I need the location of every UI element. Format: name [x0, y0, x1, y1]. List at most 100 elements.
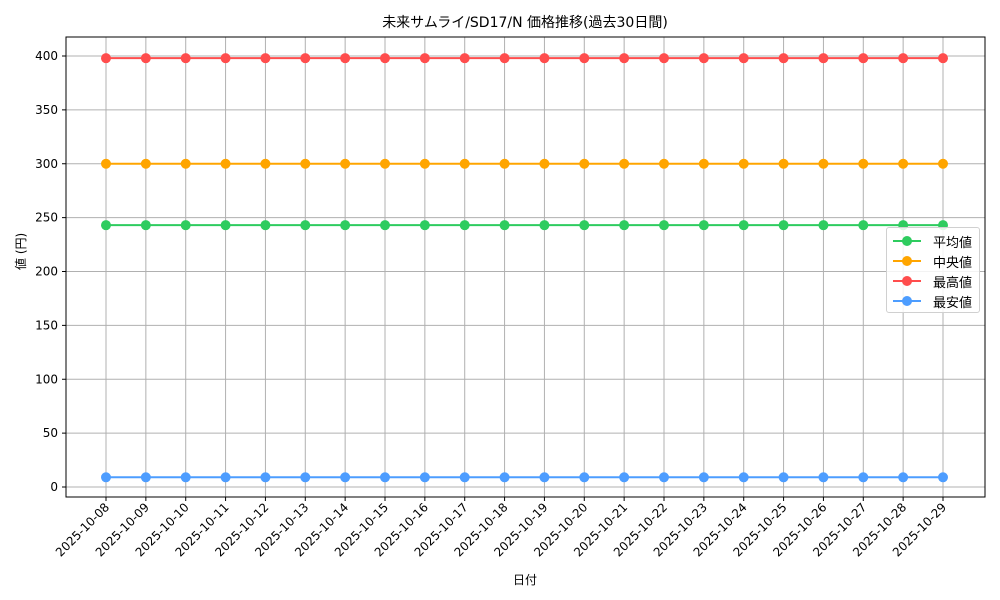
legend-item-min: 最安値	[891, 291, 977, 311]
y-tick-label: 200	[35, 265, 58, 279]
data-point	[818, 53, 829, 64]
data-point	[539, 220, 550, 231]
data-point	[101, 53, 111, 64]
data-point	[858, 472, 869, 483]
data-point	[140, 158, 151, 169]
data-point	[499, 53, 510, 64]
data-point	[579, 220, 590, 231]
data-point	[619, 53, 630, 64]
data-point	[140, 472, 151, 483]
data-point	[140, 220, 151, 231]
data-point	[619, 472, 630, 483]
data-point	[698, 220, 709, 231]
data-point	[340, 220, 351, 231]
data-point	[220, 472, 231, 483]
data-point	[260, 472, 271, 483]
data-point	[340, 158, 351, 169]
data-point	[738, 220, 749, 231]
data-point	[419, 220, 430, 231]
legend-label: 最安値	[933, 296, 973, 311]
data-point	[499, 158, 510, 169]
data-point	[619, 220, 630, 231]
data-point	[778, 53, 789, 64]
data-point	[539, 158, 550, 169]
chart-title: 未来サムライ/SD17/N 価格推移(過去30日間)	[382, 15, 668, 31]
data-point	[659, 220, 669, 231]
data-point	[738, 158, 749, 169]
y-tick-label: 400	[35, 49, 58, 63]
marker-icon	[902, 276, 912, 286]
data-point	[898, 472, 909, 483]
data-point	[180, 472, 191, 483]
legend-item-mean: 平均値	[891, 231, 977, 251]
data-point	[858, 158, 869, 169]
data-point	[300, 53, 311, 64]
data-point	[539, 53, 550, 64]
y-tick-label: 150	[35, 318, 58, 332]
data-point	[619, 158, 630, 169]
legend: 平均値 中央値 最高値 最安値	[886, 227, 980, 313]
data-point	[858, 220, 869, 231]
data-point	[818, 158, 829, 169]
data-point	[659, 472, 669, 483]
y-tick-label: 100	[35, 372, 58, 386]
x-axis-ticks: 2025-10-082025-10-092025-10-102025-10-11…	[53, 497, 949, 559]
legend-item-median: 中央値	[891, 251, 977, 271]
y-tick-label: 350	[35, 103, 58, 117]
data-point	[419, 472, 430, 483]
data-point	[340, 53, 351, 64]
legend-label: 中央値	[933, 256, 973, 271]
data-point	[260, 220, 271, 231]
marker-icon	[902, 236, 912, 246]
data-point	[579, 158, 590, 169]
data-point	[101, 158, 111, 169]
data-point	[539, 472, 550, 483]
series-line	[101, 158, 948, 169]
series-line	[101, 53, 948, 64]
data-point	[180, 53, 191, 64]
data-point	[380, 472, 390, 483]
data-point	[659, 53, 669, 64]
data-point	[220, 53, 231, 64]
data-point	[738, 53, 749, 64]
data-point	[698, 158, 709, 169]
data-point	[419, 53, 430, 64]
y-axis-ticks: 0 50 100 150 200 250 300 350 400	[35, 49, 66, 494]
data-point	[180, 220, 191, 231]
data-point	[459, 53, 470, 64]
data-point	[499, 220, 510, 231]
data-point	[778, 158, 789, 169]
y-tick-label: 300	[35, 157, 58, 171]
data-point	[220, 220, 231, 231]
data-point	[140, 53, 151, 64]
plot-frame	[65, 36, 986, 498]
series-line	[101, 472, 948, 483]
data-point	[340, 472, 351, 483]
data-series	[101, 53, 948, 483]
data-point	[300, 158, 311, 169]
data-point	[579, 472, 590, 483]
data-point	[380, 158, 390, 169]
data-point	[818, 472, 829, 483]
data-point	[778, 472, 789, 483]
data-point	[898, 158, 909, 169]
data-point	[459, 220, 470, 231]
data-point	[260, 53, 271, 64]
grid-lines	[66, 37, 985, 497]
data-point	[220, 158, 231, 169]
data-point	[938, 158, 948, 169]
data-point	[300, 220, 311, 231]
y-tick-label: 250	[35, 211, 58, 225]
data-point	[818, 220, 829, 231]
data-point	[300, 472, 311, 483]
legend-item-max: 最高値	[891, 271, 977, 291]
data-point	[459, 472, 470, 483]
data-point	[659, 158, 669, 169]
data-point	[698, 472, 709, 483]
data-point	[419, 158, 430, 169]
data-point	[459, 158, 470, 169]
data-point	[778, 220, 789, 231]
data-point	[698, 53, 709, 64]
data-point	[579, 53, 590, 64]
